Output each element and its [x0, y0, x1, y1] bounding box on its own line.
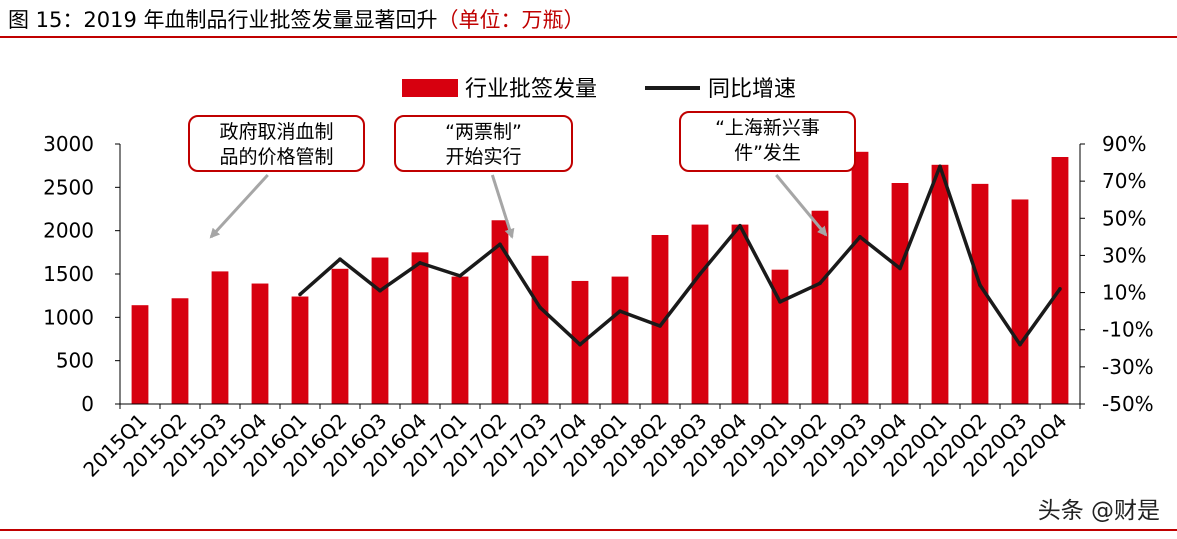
bar-2018Q3 [691, 224, 709, 404]
growth-point-2019Q3 [858, 235, 862, 239]
growth-point-2016Q1 [298, 292, 302, 297]
right-tick-label: 10% [1102, 281, 1146, 305]
bar-2020Q2 [971, 183, 989, 404]
left-tick-label: 0 [81, 392, 94, 416]
bar-2015Q1 [131, 305, 149, 404]
growth-line [298, 164, 1062, 347]
bar-2017Q3 [531, 255, 549, 404]
left-tick-label: 500 [56, 349, 94, 373]
bar-2018Q1 [611, 276, 629, 404]
left-tick-label: 2500 [43, 175, 94, 199]
chart-title-main: 图 15：2019 年血制品行业批签发量显著回升 [8, 8, 438, 32]
growth-point-2017Q2 [498, 242, 502, 247]
growth-point-2017Q3 [538, 305, 542, 310]
growth-point-2017Q4 [578, 342, 582, 347]
annotation-text-2: “两票制” [445, 121, 522, 143]
bar-2020Q3 [1011, 199, 1029, 404]
growth-point-2020Q3 [1018, 342, 1022, 347]
bar-2020Q4 [1051, 157, 1069, 404]
bar-2018Q2 [651, 235, 669, 404]
bar-2016Q2 [331, 268, 349, 404]
bar-2017Q1 [451, 276, 469, 404]
growth-point-2018Q2 [658, 324, 662, 328]
annotation-box-2 [394, 115, 573, 172]
annotation-box-3 [679, 111, 856, 172]
bar-2020Q1 [931, 164, 949, 404]
left-tick-label: 3000 [43, 132, 94, 156]
bar-2019Q3 [851, 151, 869, 404]
bar-2016Q1 [291, 296, 309, 404]
annotation-arrow-3 [775, 174, 828, 237]
title-divider [0, 36, 1177, 38]
chart-title-unit: （单位：万瓶） [437, 8, 585, 32]
right-tick-label: -50% [1102, 392, 1154, 416]
growth-point-2016Q4 [418, 261, 422, 265]
bar-2019Q4 [891, 183, 909, 404]
growth-point-2016Q3 [378, 288, 382, 293]
right-tick-label: -10% [1102, 318, 1154, 342]
bar-2016Q3 [371, 257, 389, 404]
growth-point-2016Q2 [338, 257, 342, 261]
growth-point-2019Q2 [818, 281, 822, 286]
annotation-text-1: 品的价格管制 [219, 146, 333, 168]
right-tick-label: 30% [1102, 243, 1146, 267]
bar-2016Q4 [411, 252, 429, 404]
right-tick-label: -30% [1102, 355, 1154, 379]
growth-point-2019Q1 [778, 300, 782, 304]
right-tick-label: 70% [1102, 169, 1146, 193]
annotation-text-3: “上海新兴事 [715, 117, 820, 139]
growth-point-2017Q1 [458, 274, 462, 278]
bar-2017Q2 [491, 220, 509, 404]
annotation-arrow-2 [490, 174, 515, 239]
growth-point-2018Q4 [738, 223, 742, 228]
legend-line-label: 同比增速 [708, 77, 796, 102]
bar-2015Q2 [171, 298, 189, 404]
watermark: 头条 @财是 [1038, 498, 1160, 524]
bar-2019Q1 [771, 269, 789, 404]
right-tick-label: 90% [1102, 132, 1146, 156]
left-tick-label: 1000 [43, 305, 94, 329]
annotation-box-1 [188, 115, 365, 172]
growth-point-2019Q4 [898, 266, 902, 271]
bar-2019Q2 [811, 210, 829, 404]
legend-bar-swatch [402, 79, 458, 97]
bar-2015Q3 [211, 271, 229, 404]
footer-divider [0, 529, 1177, 531]
growth-point-2020Q4 [1058, 287, 1062, 291]
annotation-arrow-1 [209, 173, 269, 239]
annotation-text-3: 件”发生 [734, 142, 801, 164]
growth-point-2020Q2 [978, 283, 982, 287]
left-tick-label: 1500 [43, 262, 94, 286]
growth-point-2020Q1 [938, 164, 942, 169]
annotation-text-1: 政府取消血制 [219, 121, 333, 143]
right-tick-label: 50% [1102, 206, 1146, 230]
left-tick-label: 2000 [43, 219, 94, 243]
annotation-text-2: 开始实行 [445, 146, 521, 168]
bar-2018Q4 [731, 224, 749, 404]
legend-bar-label: 行业批签发量 [465, 77, 597, 102]
chart-title: 图 15：2019 年血制品行业批签发量显著回升（单位：万瓶） [8, 4, 585, 34]
bar-2015Q4 [251, 283, 269, 404]
growth-point-2018Q3 [698, 272, 702, 276]
growth-point-2018Q1 [618, 309, 622, 313]
